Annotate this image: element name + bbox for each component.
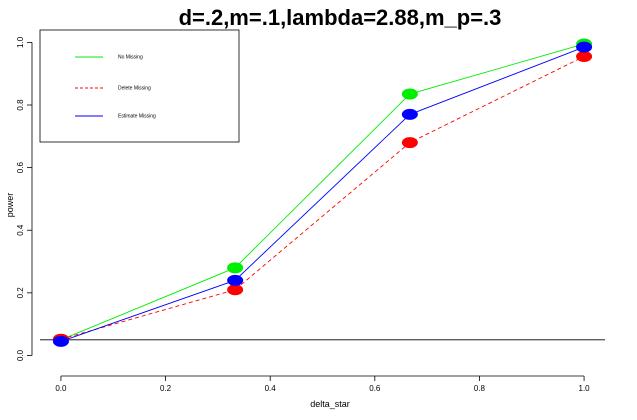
series-2-point-0 <box>52 335 69 347</box>
series-0-point-1 <box>227 262 244 274</box>
series-line-2 <box>60 46 585 342</box>
x-tick-label-2: 0.4 <box>265 384 277 393</box>
y-tick-label-1: 0.2 <box>16 287 25 299</box>
series-2-point-3 <box>576 41 593 53</box>
x-tick-label-0: 0.0 <box>55 384 67 393</box>
series-group <box>52 38 593 347</box>
series-2-point-1 <box>227 274 244 286</box>
series-1-point-2 <box>401 137 418 149</box>
y-tick-label-0: 0.0 <box>16 349 25 361</box>
y-tick-label-3: 0.6 <box>16 162 25 174</box>
legend: No Missing Delete Missing Estimate Missing <box>39 29 240 143</box>
x-tick-label-3: 0.6 <box>369 384 381 393</box>
axes: 0.0 0.2 0.4 0.6 0.8 1.0 0.0 0.2 0.4 0.6 0.8 1.0 <box>16 36 590 393</box>
series-2-point-2 <box>401 108 418 120</box>
series-2 <box>52 41 593 347</box>
series-1-point-3 <box>576 50 593 62</box>
x-tick-label-4: 0.8 <box>474 384 486 393</box>
legend-label-1: Delete Missing <box>118 86 151 92</box>
y-tick-label-5: 1.0 <box>16 36 25 48</box>
x-axis-label: delta_star <box>310 399 350 409</box>
y-axis-label: power <box>5 193 15 218</box>
x-tick-label-1: 0.2 <box>160 384 172 393</box>
series-line-0 <box>60 43 585 341</box>
series-line-1 <box>60 56 585 340</box>
y-tick-label-4: 0.8 <box>16 99 25 111</box>
legend-label-0: No Missing <box>118 55 143 61</box>
legend-box <box>39 29 240 143</box>
chart-title: d=.2,m=.1,lambda=2.88,m_p=.3 <box>179 5 502 30</box>
series-1-point-1 <box>227 284 244 296</box>
y-tick-label-2: 0.4 <box>16 224 25 236</box>
x-tick-label-5: 1.0 <box>579 384 591 393</box>
series-0-point-2 <box>401 88 418 100</box>
legend-label-2: Estimate Missing <box>118 114 156 120</box>
